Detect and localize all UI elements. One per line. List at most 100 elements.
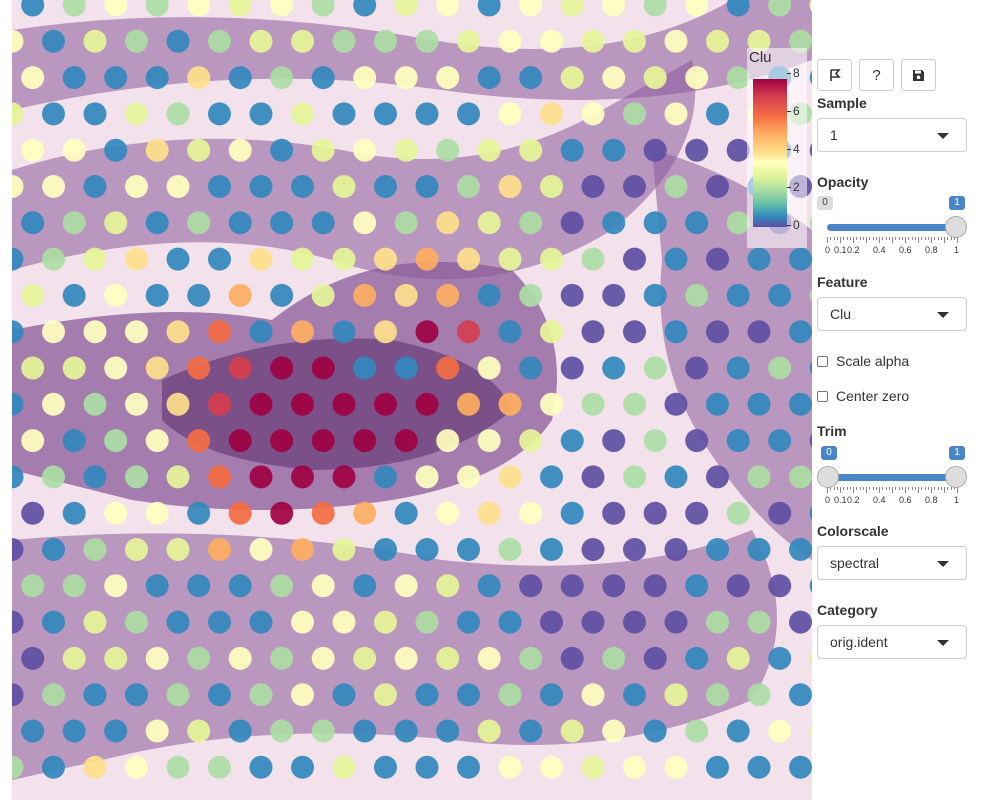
spot[interactable] bbox=[560, 574, 584, 598]
spot[interactable] bbox=[706, 755, 729, 779]
spot[interactable] bbox=[415, 175, 439, 198]
spot[interactable] bbox=[789, 247, 812, 271]
spot[interactable] bbox=[311, 719, 335, 743]
spot[interactable] bbox=[332, 102, 356, 126]
spot[interactable] bbox=[270, 356, 294, 380]
spot[interactable] bbox=[623, 538, 646, 561]
spot[interactable] bbox=[519, 646, 543, 670]
spot[interactable] bbox=[21, 283, 45, 307]
spot[interactable] bbox=[374, 102, 397, 126]
spot[interactable] bbox=[706, 392, 729, 416]
spot[interactable] bbox=[415, 102, 439, 126]
spot[interactable] bbox=[353, 0, 377, 17]
spot[interactable] bbox=[498, 610, 522, 634]
spot[interactable] bbox=[643, 283, 667, 307]
spot[interactable] bbox=[332, 175, 356, 198]
spot[interactable] bbox=[498, 320, 522, 344]
spot[interactable] bbox=[560, 429, 584, 453]
spot[interactable] bbox=[436, 574, 460, 598]
tissue-image[interactable] bbox=[12, 0, 812, 800]
spot[interactable] bbox=[540, 320, 563, 344]
spot[interactable] bbox=[789, 320, 812, 344]
spot[interactable] bbox=[374, 29, 397, 53]
spot[interactable] bbox=[415, 755, 439, 779]
spot[interactable] bbox=[768, 646, 792, 670]
spot[interactable] bbox=[768, 719, 792, 743]
spot[interactable] bbox=[685, 66, 709, 90]
spot[interactable] bbox=[602, 574, 626, 598]
spot[interactable] bbox=[62, 211, 86, 235]
spot[interactable] bbox=[353, 646, 377, 670]
spot[interactable] bbox=[809, 211, 812, 234]
spot[interactable] bbox=[581, 392, 605, 416]
spot[interactable] bbox=[643, 356, 667, 380]
spot[interactable] bbox=[706, 102, 729, 126]
spot[interactable] bbox=[498, 247, 522, 271]
spot[interactable] bbox=[353, 66, 377, 90]
spot[interactable] bbox=[685, 719, 709, 743]
spot[interactable] bbox=[643, 719, 667, 743]
save-button[interactable] bbox=[901, 59, 936, 91]
spot[interactable] bbox=[643, 501, 667, 525]
spot[interactable] bbox=[664, 683, 688, 707]
spot[interactable] bbox=[477, 574, 501, 598]
spot[interactable] bbox=[664, 247, 688, 271]
spot[interactable] bbox=[560, 646, 584, 670]
spot[interactable] bbox=[623, 465, 646, 489]
spot[interactable] bbox=[747, 392, 771, 416]
spot[interactable] bbox=[726, 138, 750, 162]
spot[interactable] bbox=[809, 357, 812, 380]
spot[interactable] bbox=[664, 29, 688, 53]
spot[interactable] bbox=[457, 175, 480, 198]
spot[interactable] bbox=[166, 29, 190, 53]
spot[interactable] bbox=[104, 138, 128, 162]
spot[interactable] bbox=[21, 211, 45, 235]
spot[interactable] bbox=[394, 719, 418, 743]
spot[interactable] bbox=[311, 211, 335, 235]
spot[interactable] bbox=[104, 66, 128, 90]
spot[interactable] bbox=[519, 66, 543, 90]
spot[interactable] bbox=[768, 0, 792, 17]
spot[interactable] bbox=[145, 283, 169, 307]
spot[interactable] bbox=[560, 138, 584, 162]
spot[interactable] bbox=[664, 465, 688, 489]
spot[interactable] bbox=[83, 102, 107, 126]
spot[interactable] bbox=[104, 429, 128, 453]
spot[interactable] bbox=[477, 429, 501, 453]
spot[interactable] bbox=[12, 175, 24, 198]
spot[interactable] bbox=[809, 66, 812, 89]
spot[interactable] bbox=[208, 683, 231, 707]
spot[interactable] bbox=[664, 755, 688, 779]
category-select[interactable]: orig.ident bbox=[817, 625, 967, 659]
spot[interactable] bbox=[457, 392, 480, 416]
spot[interactable] bbox=[145, 66, 169, 90]
spot[interactable] bbox=[125, 465, 148, 489]
spot[interactable] bbox=[270, 283, 294, 307]
spot[interactable] bbox=[187, 574, 211, 598]
spot[interactable] bbox=[187, 646, 211, 670]
spot[interactable] bbox=[706, 320, 729, 344]
spot[interactable] bbox=[291, 320, 314, 344]
spot[interactable] bbox=[477, 66, 501, 90]
spot[interactable] bbox=[353, 138, 377, 162]
spot[interactable] bbox=[62, 356, 86, 380]
spot[interactable] bbox=[457, 29, 480, 53]
spot[interactable] bbox=[187, 501, 211, 525]
spot[interactable] bbox=[249, 29, 273, 53]
spot[interactable] bbox=[477, 138, 501, 162]
spot[interactable] bbox=[560, 501, 584, 525]
spot[interactable] bbox=[477, 283, 501, 307]
help-button[interactable]: ? bbox=[859, 59, 894, 91]
spot[interactable] bbox=[42, 465, 65, 489]
spot[interactable] bbox=[685, 501, 709, 525]
spot[interactable] bbox=[706, 610, 729, 634]
spot[interactable] bbox=[519, 356, 543, 380]
spot[interactable] bbox=[228, 356, 252, 380]
spot[interactable] bbox=[145, 574, 169, 598]
spot[interactable] bbox=[187, 138, 211, 162]
spot[interactable] bbox=[581, 102, 605, 126]
spot[interactable] bbox=[374, 392, 397, 416]
spot[interactable] bbox=[21, 719, 45, 743]
spot[interactable] bbox=[643, 0, 667, 17]
spot[interactable] bbox=[208, 102, 231, 126]
